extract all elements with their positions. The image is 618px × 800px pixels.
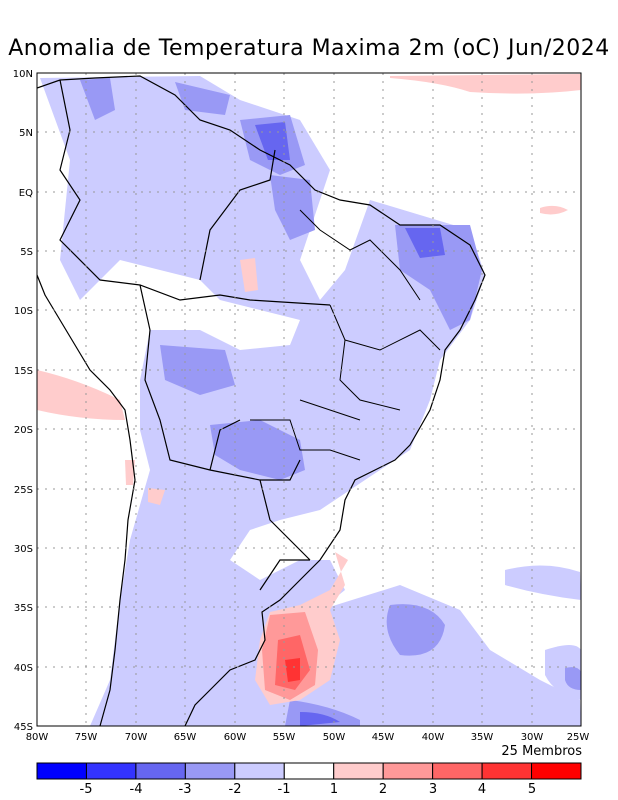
anomaly-band-plus1 [148, 488, 165, 505]
lat-tick-label: 5N [19, 128, 33, 139]
colorbar-label: -4 [130, 782, 143, 797]
colorbar-label: -2 [229, 782, 242, 797]
lon-tick-label: 35W [471, 732, 494, 743]
colorbar-swatch [135, 762, 186, 780]
colorbar-label: 5 [528, 782, 536, 797]
lat-tick-label: 25S [14, 485, 33, 496]
lat-tick-label: 20S [14, 425, 33, 436]
colorbar-label: 2 [379, 782, 387, 797]
colorbar-swatch [333, 762, 384, 780]
anomaly-band-plus4 [285, 658, 300, 682]
lon-tick-label: 70W [125, 732, 148, 743]
map-frame [36, 72, 582, 727]
anomaly-band-plus1 [37, 370, 125, 420]
lat-tick-label: 10N [13, 69, 33, 80]
graticule [37, 73, 581, 726]
lon-tick-label: 40W [422, 732, 445, 743]
anomaly-band-plus1 [240, 258, 258, 292]
lat-tick-label: 35S [14, 603, 33, 614]
members-label: 25 Membros [501, 744, 582, 759]
lat-tick-label: 40S [14, 663, 33, 674]
lon-axis: 80W 75W 70W 65W 60W 55W 50W 45W 40W 35W … [26, 732, 590, 743]
lon-tick-label: 60W [224, 732, 247, 743]
state-borders [250, 209, 441, 461]
lon-tick-label: 55W [273, 732, 296, 743]
colorbar-swatch [531, 762, 582, 780]
country-borders [59, 79, 331, 591]
colorbar-swatch [184, 762, 236, 780]
lon-tick-label: 75W [75, 732, 98, 743]
colorbar-label: 4 [478, 782, 486, 797]
colorbar-label: -3 [179, 782, 192, 797]
anomaly-band-minus3 [255, 122, 290, 160]
lon-tick-label: 80W [26, 732, 49, 743]
lon-tick-label: 45W [372, 732, 395, 743]
lon-tick-label: 30W [521, 732, 544, 743]
colorbar-label: 3 [429, 782, 437, 797]
anomaly-band-minus3 [405, 228, 445, 258]
anomaly-band-minus2 [386, 604, 445, 656]
anomaly-band-minus3 [300, 712, 340, 726]
lon-tick-label: 65W [174, 732, 197, 743]
anomaly-field [37, 74, 581, 726]
anomaly-band-minus2 [80, 78, 115, 120]
colorbar [36, 762, 582, 780]
anomaly-band-minus2 [175, 82, 230, 115]
anomaly-band-minus2 [210, 420, 305, 480]
lat-tick-label: 45S [14, 722, 33, 733]
anomaly-band-plus1 [540, 205, 568, 215]
colorbar-swatch [432, 762, 483, 780]
anomaly-band-plus1 [125, 460, 135, 485]
anomaly-band-minus2 [270, 175, 315, 240]
lat-tick-label: 30S [14, 544, 33, 555]
colorbar-swatch [36, 762, 87, 780]
colorbar-swatch [481, 762, 533, 780]
anomaly-band-plus1 [390, 74, 581, 94]
lat-tick-label: 5S [20, 247, 33, 258]
colorbar-label: -5 [80, 782, 93, 797]
colorbar-swatch [382, 762, 434, 780]
colorbar-swatch [234, 762, 285, 780]
south-america-coastline [37, 75, 486, 726]
lon-tick-label: 50W [323, 732, 346, 743]
lat-tick-label: 15S [14, 366, 33, 377]
lon-tick-label: 25W [567, 732, 590, 743]
lat-axis: 10N 5N EQ 5S 10S 15S 20S 25S 30S 35S 40S… [13, 69, 33, 733]
colorbar-swatch [85, 762, 137, 780]
lat-tick-label: 10S [14, 306, 33, 317]
colorbar-labels: -5 -4 -3 -2 -1 1 2 3 4 5 [80, 782, 537, 797]
lat-tick-label: EQ [19, 188, 33, 199]
map-title: Anomalia de Temperatura Maxima 2m (oC) J… [8, 36, 610, 61]
colorbar-swatch [283, 762, 335, 780]
colorbar-label: 1 [330, 782, 338, 797]
anomaly-band-minus2 [565, 667, 581, 690]
colorbar-label: -1 [278, 782, 291, 797]
coastline-borders [37, 75, 486, 726]
anomaly-band-minus1 [505, 565, 581, 600]
